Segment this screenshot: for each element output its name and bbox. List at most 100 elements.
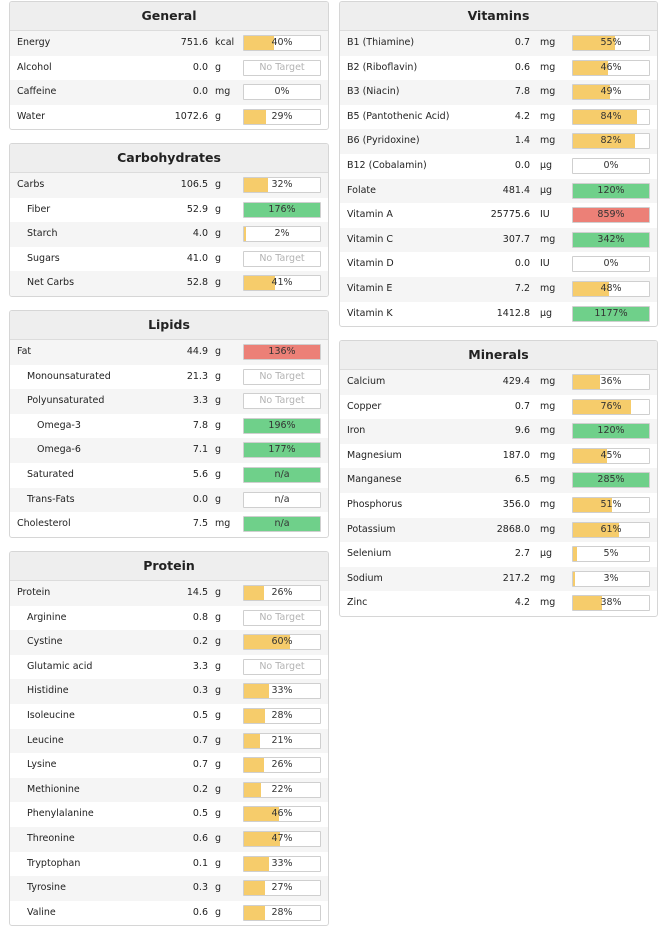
progress-fill (244, 758, 264, 773)
nutrient-unit: mg (540, 400, 556, 412)
progress-fill (244, 178, 269, 192)
nutrient-row[interactable]: Valine 0.6 g 28% (10, 901, 328, 926)
target-progress-bar: 29% (243, 108, 321, 125)
nutrient-row[interactable]: Threonine 0.6 g 47% (10, 826, 328, 852)
progress-fill (573, 473, 649, 488)
nutrient-row[interactable]: Starch 4.0 g 2% (10, 222, 328, 247)
progress-percent: 26% (271, 759, 293, 771)
nutrient-row[interactable]: Folate 481.4 µg 120% (340, 178, 657, 204)
nutrient-row[interactable]: Energy 751.6 kcal 40% (10, 31, 328, 56)
nutrient-row[interactable]: Leucine 0.7 g 21% (10, 728, 328, 754)
target-progress-bar: 61% (572, 521, 650, 538)
nutrient-unit: g (215, 395, 222, 407)
progress-percent: 32% (271, 179, 293, 190)
progress-percent: 0% (603, 258, 619, 270)
target-progress-bar: 51% (572, 496, 650, 513)
target-progress-bar: 342% (572, 231, 650, 248)
nutrient-row[interactable]: Monounsaturated 21.3 g No Target (10, 365, 328, 390)
target-progress-bar: 22% (243, 781, 321, 798)
nutrient-row[interactable]: Alcohol 0.0 g No Target (10, 56, 328, 81)
nutrient-amount: 0.0 (192, 61, 208, 73)
nutrient-row[interactable]: Fat 44.9 g 136% (10, 340, 328, 365)
nutrient-row[interactable]: Cholesterol 7.5 mg n/a (10, 512, 328, 537)
nutrient-row[interactable]: Sodium 217.2 mg 3% (340, 566, 657, 592)
nutrient-row[interactable]: B5 (Pantothenic Acid) 4.2 mg 84% (340, 105, 657, 130)
nutrient-row[interactable]: Histidine 0.3 g 33% (10, 679, 328, 704)
nutrient-row[interactable]: Potassium 2868.0 mg 61% (340, 517, 657, 543)
nutrient-amount: 187.0 (502, 449, 530, 461)
nutrient-row[interactable]: B3 (Niacin) 7.8 mg 49% (340, 80, 657, 105)
nutrient-unit: g (215, 228, 222, 240)
progress-fill (244, 467, 320, 482)
target-progress-bar: 1177% (572, 305, 650, 322)
nutrient-row[interactable]: Tryptophan 0.1 g 33% (10, 852, 328, 877)
nutrient-row[interactable]: Zinc 4.2 mg 38% (340, 591, 657, 616)
nutrient-name: Sodium (347, 572, 383, 584)
nutrient-name: B1 (Thiamine) (347, 37, 415, 48)
nutrient-row[interactable]: Polyunsaturated 3.3 g No Target (10, 389, 328, 414)
nutrient-row[interactable]: Caffeine 0.0 mg 0% (10, 80, 328, 105)
nutrient-amount: 52.9 (186, 203, 208, 215)
nutrient-amount: 0.6 (514, 61, 530, 73)
nutrient-amount: 7.8 (514, 86, 530, 98)
nutrient-row[interactable]: Vitamin A 25775.6 IU 859% (340, 203, 657, 228)
nutrient-row[interactable]: Vitamin D 0.0 IU 0% (340, 252, 657, 277)
progress-percent: 48% (600, 282, 622, 294)
nutrient-row[interactable]: Arginine 0.8 g No Target (10, 606, 328, 631)
target-progress-bar: 45% (572, 447, 650, 464)
progress-fill (573, 36, 615, 50)
nutrient-name: Phenylalanine (27, 808, 94, 820)
nutrient-row[interactable]: Methionine 0.2 g 22% (10, 777, 328, 803)
nutrient-row[interactable]: Phenylalanine 0.5 g 46% (10, 802, 328, 827)
nutrient-name: Potassium (347, 523, 396, 535)
nutrient-row[interactable]: Omega-6 7.1 g 177% (10, 438, 328, 463)
nutrient-row[interactable]: Iron 9.6 mg 120% (340, 419, 657, 444)
nutrient-row[interactable]: Isoleucine 0.5 g 28% (10, 704, 328, 729)
nutrient-amount: 52.8 (186, 277, 208, 289)
nutrient-row[interactable]: Protein 14.5 g 26% (10, 581, 328, 606)
nutrient-row[interactable]: Glutamic acid 3.3 g No Target (10, 655, 328, 680)
nutrient-row[interactable]: Magnesium 187.0 mg 45% (340, 444, 657, 469)
nutrient-amount: 4.2 (514, 110, 530, 122)
nutrient-row[interactable]: B2 (Riboflavin) 0.6 mg 46% (340, 56, 657, 81)
nutrient-row[interactable]: Copper 0.7 mg 76% (340, 395, 657, 420)
nutrient-row[interactable]: Fiber 52.9 g 176% (10, 198, 328, 223)
nutrient-row[interactable]: B12 (Cobalamin) 0.0 µg 0% (340, 154, 657, 179)
progress-fill (573, 497, 612, 512)
nutrient-row[interactable]: Carbs 106.5 g 32% (10, 173, 328, 198)
nutrient-row[interactable]: Water 1072.6 g 29% (10, 105, 328, 130)
nutrient-amount: 0.0 (514, 258, 530, 270)
nutrient-row[interactable]: B1 (Thiamine) 0.7 mg 55% (340, 31, 657, 56)
progress-fill (573, 232, 649, 247)
progress-percent: 38% (600, 597, 622, 609)
nutrient-row[interactable]: Vitamin C 307.7 mg 342% (340, 227, 657, 253)
target-progress-bar: 120% (572, 423, 650, 440)
progress-percent: 859% (597, 209, 625, 221)
nutrient-row[interactable]: B6 (Pyridoxine) 1.4 mg 82% (340, 129, 657, 154)
target-progress-bar: 47% (243, 830, 321, 847)
progress-fill (573, 375, 601, 389)
nutrient-row[interactable]: Trans-Fats 0.0 g n/a (10, 487, 328, 513)
nutrient-row[interactable]: Calcium 429.4 mg 36% (340, 370, 657, 395)
nutrient-amount: 7.2 (514, 282, 530, 294)
nutrient-row[interactable]: Phosphorus 356.0 mg 51% (340, 493, 657, 518)
progress-fill (573, 399, 631, 414)
target-progress-bar: 0% (572, 157, 650, 174)
target-progress-bar: 859% (572, 207, 650, 224)
nutrient-row[interactable]: Omega-3 7.8 g 196% (10, 414, 328, 439)
nutrient-row[interactable]: Selenium 2.7 µg 5% (340, 542, 657, 567)
nutrient-amount: 356.0 (502, 498, 530, 510)
nutrient-row[interactable]: Manganese 6.5 mg 285% (340, 468, 657, 493)
general-panel: General Energy 751.6 kcal 40% Alcohol 0.0 g No T… (9, 1, 329, 131)
nutrient-row[interactable]: Vitamin E 7.2 mg 48% (340, 276, 657, 302)
nutrient-row[interactable]: Sugars 41.0 g No Target (10, 247, 328, 272)
nutrient-row[interactable]: Vitamin K 1412.8 µg 1177% (340, 302, 657, 327)
nutrient-row[interactable]: Saturated 5.6 g n/a (10, 463, 328, 488)
nutrient-row[interactable]: Cystine 0.2 g 60% (10, 630, 328, 655)
nutrient-unit: g (215, 709, 222, 721)
nutrient-row[interactable]: Net Carbs 52.8 g 41% (10, 271, 328, 296)
nutrient-row[interactable]: Lysine 0.7 g 26% (10, 753, 328, 778)
nutrient-row[interactable]: Tyrosine 0.3 g 27% (10, 876, 328, 901)
target-progress-bar: 120% (572, 182, 650, 199)
progress-percent: 28% (271, 709, 293, 721)
